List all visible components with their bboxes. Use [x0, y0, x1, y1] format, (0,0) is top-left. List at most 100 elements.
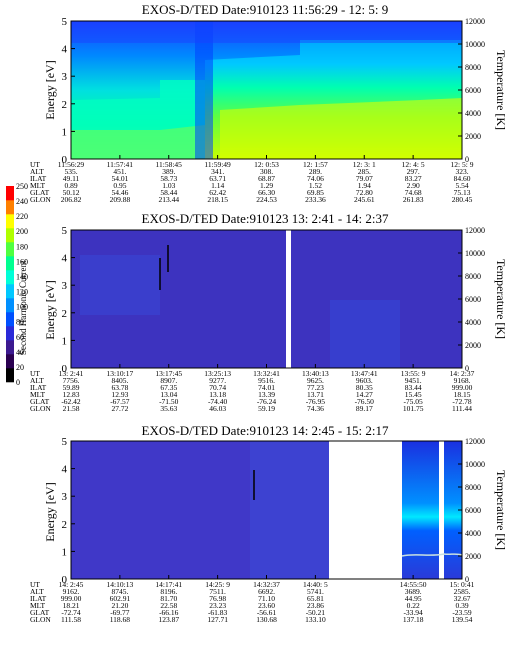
- axis-value: 18.21: [63, 601, 80, 610]
- axis-value: 18.15: [454, 390, 471, 399]
- axis-value: 59.89: [63, 383, 80, 392]
- axis-value: 13.18: [209, 390, 226, 399]
- axis-value: 66.30: [258, 188, 275, 197]
- axis-value: 62.42: [209, 188, 226, 197]
- axis-value: 14: 2:45: [59, 580, 84, 589]
- axis-value: 11:59:49: [204, 160, 231, 169]
- axis-value: 341.: [211, 167, 224, 176]
- axis-value: 14:55:50: [400, 580, 427, 589]
- y-tick-label: 2: [62, 308, 68, 320]
- axis-value: 74.01: [258, 383, 275, 392]
- axis-value: 9277.: [209, 376, 226, 385]
- axis-value: 139.54: [452, 615, 473, 624]
- axis-row-label: MLT: [30, 601, 46, 610]
- colorbar-tick-label: 60: [16, 333, 24, 342]
- axis-value: 69.85: [307, 188, 324, 197]
- panel-2-axes: 0 1 2 3 4 5 0 2000 4000 6000 8000 10000 12000 UTALTIL…: [30, 225, 485, 413]
- axis-value: 1.03: [162, 181, 175, 190]
- axis-value: 13.71: [307, 390, 324, 399]
- axis-value: 14:25: 9: [205, 580, 230, 589]
- y2-tick-label: 4000: [465, 109, 481, 118]
- y-tick-label: 5: [62, 436, 68, 448]
- y-tick-label: 5: [62, 16, 68, 28]
- axis-value: 11:56:29: [58, 160, 85, 169]
- y2-tick-label: 12000: [465, 17, 485, 26]
- axis-value: 9516.: [258, 376, 275, 385]
- axis-row-label: GLON: [30, 404, 51, 413]
- colorbar-tick-label: 0: [16, 378, 20, 387]
- y-tick-label: 0: [62, 363, 68, 375]
- y2-tick-label: 10000: [465, 40, 485, 49]
- y2-tick-label: 2000: [465, 341, 481, 350]
- y-tick-label: 0: [62, 154, 68, 166]
- axis-value: 35.63: [160, 404, 177, 413]
- axis-row-label: ALT: [30, 587, 44, 596]
- axis-value: 79.07: [356, 174, 373, 183]
- axis-value: 13.39: [258, 390, 275, 399]
- axis-value: 535.: [64, 167, 77, 176]
- axis-value: 285.: [358, 167, 371, 176]
- colorbar-swatch: [6, 256, 14, 271]
- axis-row-label: UT: [30, 580, 40, 589]
- y-tick-label: 5: [62, 225, 68, 237]
- y2-tick-label: 6000: [465, 86, 481, 95]
- colorbar-swatch: [6, 298, 14, 313]
- y-tick-label: 1: [62, 546, 68, 558]
- axis-value: 111.44: [452, 404, 472, 413]
- axis-value: 74.36: [307, 404, 324, 413]
- axis-value: 58.73: [160, 174, 177, 183]
- axis-value: 80.35: [356, 383, 373, 392]
- axis-value: 133.10: [305, 615, 326, 624]
- colorbar-tick-label: 120: [16, 288, 28, 297]
- panel-2-plot-area: [70, 229, 463, 369]
- axis-row-label: ILAT: [30, 174, 47, 183]
- panel-3-plot-area: [70, 440, 463, 580]
- axis-value: 13.04: [160, 390, 177, 399]
- axis-value: 14.27: [356, 390, 373, 399]
- axis-value: 1.29: [260, 181, 273, 190]
- axis-value: -76.95: [306, 397, 326, 406]
- panel-2: EXOS-D/TED Date:910123 13: 2:41 - 14: 2:…: [30, 211, 505, 413]
- axis-value: 101.75: [403, 404, 424, 413]
- axis-value: 23.86: [307, 601, 324, 610]
- colorbar-tick-label: 250: [16, 182, 28, 191]
- colorbar-tick-label: 240: [16, 197, 28, 206]
- axis-value: 32.67: [454, 594, 471, 603]
- axis-value: 9162.: [63, 587, 80, 596]
- axis-value: 12.93: [111, 390, 128, 399]
- axis-value: 280.45: [452, 195, 473, 204]
- axis-value: -62.42: [61, 397, 81, 406]
- colorbar-tick-label: 40: [16, 348, 24, 357]
- axis-value: 49.11: [63, 174, 80, 183]
- axis-value: 23.23: [209, 601, 226, 610]
- axis-value: 5.54: [455, 181, 468, 190]
- panel-1-y2label: Temperature [K]: [494, 50, 505, 130]
- colorbar-swatch: [6, 326, 14, 341]
- y2-tick-label: 0: [465, 155, 469, 164]
- y2-tick-label: 6000: [465, 506, 481, 515]
- axis-value: 5741.: [307, 587, 324, 596]
- axis-value: 75.13: [454, 188, 471, 197]
- axis-value: 46.03: [209, 404, 226, 413]
- axis-value: 13:32:41: [253, 369, 280, 378]
- axis-value: 13:40:13: [302, 369, 329, 378]
- axis-value: 9168.: [454, 376, 471, 385]
- axis-value: 54.46: [111, 188, 128, 197]
- colorbar-swatch: [6, 312, 14, 327]
- y-tick-label: 2: [62, 99, 68, 111]
- axis-value: 13:47:41: [351, 369, 378, 378]
- y2-tick-label: 2000: [465, 132, 481, 141]
- panel-3: EXOS-D/TED Date:910123 14: 2:45 - 15: 2:…: [30, 423, 505, 624]
- axis-value: 8405.: [111, 376, 128, 385]
- y2-tick-label: 10000: [465, 249, 485, 258]
- y2-tick-label: 12000: [465, 226, 485, 235]
- axis-value: 297.: [407, 167, 420, 176]
- y2-tick-label: 2000: [465, 552, 481, 561]
- axis-value: 14:17:41: [155, 580, 182, 589]
- axis-value: 15: 0:41: [450, 580, 475, 589]
- axis-value: 74.06: [307, 174, 324, 183]
- axis-value: 137.18: [403, 615, 424, 624]
- axis-value: 6692.: [258, 587, 275, 596]
- axis-value: 50.12: [63, 188, 80, 197]
